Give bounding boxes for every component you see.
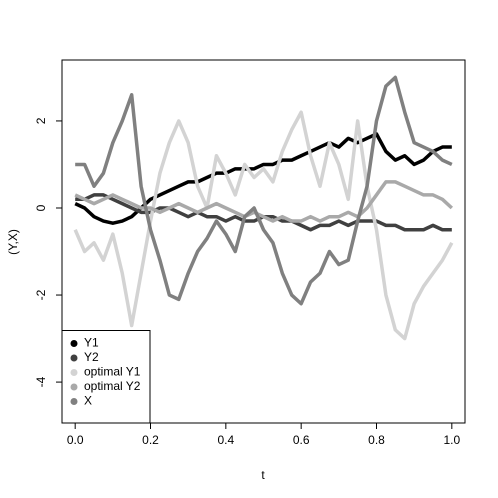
x-tick-label: 0.8 — [368, 433, 385, 447]
legend-marker — [70, 398, 78, 405]
x-tick-label: 0.4 — [217, 433, 234, 447]
y-tick-label: 0 — [34, 204, 48, 211]
plot-frame — [61, 59, 466, 424]
y-axis-label: (Y,X) — [6, 229, 20, 255]
legend-box — [61, 330, 151, 424]
x-axis-label: t — [261, 468, 265, 482]
x-tick-label: 1.0 — [443, 433, 460, 447]
y-tick-label: -2 — [34, 289, 48, 300]
x-tick-label: 0.6 — [293, 433, 310, 447]
series-line — [75, 193, 452, 232]
legend-marker — [70, 340, 78, 347]
series-line — [74, 180, 454, 223]
legend-label: optimal Y2 — [84, 379, 141, 393]
legend-label: X — [84, 394, 92, 408]
legend-marker — [70, 369, 78, 376]
legend-marker — [70, 354, 78, 362]
y-tick-label: -4 — [34, 376, 48, 387]
legend-label: Y1 — [84, 336, 99, 350]
x-tick-label: 0.0 — [67, 433, 84, 447]
y-tick-label: 2 — [34, 117, 48, 124]
x-tick-label: 0.2 — [142, 433, 159, 447]
legend-label: optimal Y1 — [84, 365, 141, 379]
legend-label: Y2 — [84, 350, 99, 364]
legend-marker — [70, 383, 78, 391]
series-line — [75, 75, 453, 306]
series-line — [73, 110, 454, 341]
